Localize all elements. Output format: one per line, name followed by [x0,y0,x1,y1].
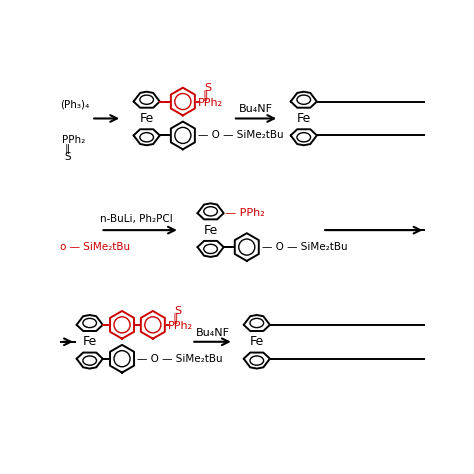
Text: S: S [204,82,211,93]
Text: — O — SiMe₂tBu: — O — SiMe₂tBu [198,130,284,140]
Text: PPh₂: PPh₂ [198,98,223,108]
Polygon shape [141,311,165,339]
Text: PPh₂: PPh₂ [168,321,193,331]
Polygon shape [134,91,160,108]
Text: (Ph₃)₄: (Ph₃)₄ [61,100,90,109]
Text: o — SiMe₂tBu: o — SiMe₂tBu [61,242,130,252]
Polygon shape [291,129,317,145]
Polygon shape [235,233,259,261]
Polygon shape [77,315,103,331]
Text: S: S [64,152,71,162]
Polygon shape [134,129,160,145]
Text: S: S [174,306,181,316]
Text: ∥: ∥ [202,90,208,101]
Polygon shape [244,353,270,369]
Text: Fe: Fe [139,112,154,125]
Polygon shape [110,311,134,339]
Text: ∥: ∥ [64,144,70,154]
Text: ∥: ∥ [173,313,178,324]
Text: Fe: Fe [203,224,218,237]
Polygon shape [198,203,224,219]
Polygon shape [77,353,103,369]
Text: — O — SiMe₂tBu: — O — SiMe₂tBu [262,242,348,252]
Text: — PPh₂: — PPh₂ [225,208,265,218]
Text: PPh₂: PPh₂ [62,135,85,145]
Text: Fe: Fe [297,112,311,125]
Polygon shape [291,91,317,108]
Text: Bu₄NF: Bu₄NF [239,104,273,114]
Text: Bu₄NF: Bu₄NF [195,328,229,337]
Polygon shape [171,121,195,149]
Polygon shape [244,315,270,331]
Polygon shape [171,88,195,115]
Text: Fe: Fe [250,335,264,348]
Text: Fe: Fe [82,335,97,348]
Text: — O — SiMe₂tBu: — O — SiMe₂tBu [137,354,223,364]
Polygon shape [198,241,224,257]
Polygon shape [110,345,134,373]
Text: n-BuLi, Ph₂PCl: n-BuLi, Ph₂PCl [100,214,173,224]
